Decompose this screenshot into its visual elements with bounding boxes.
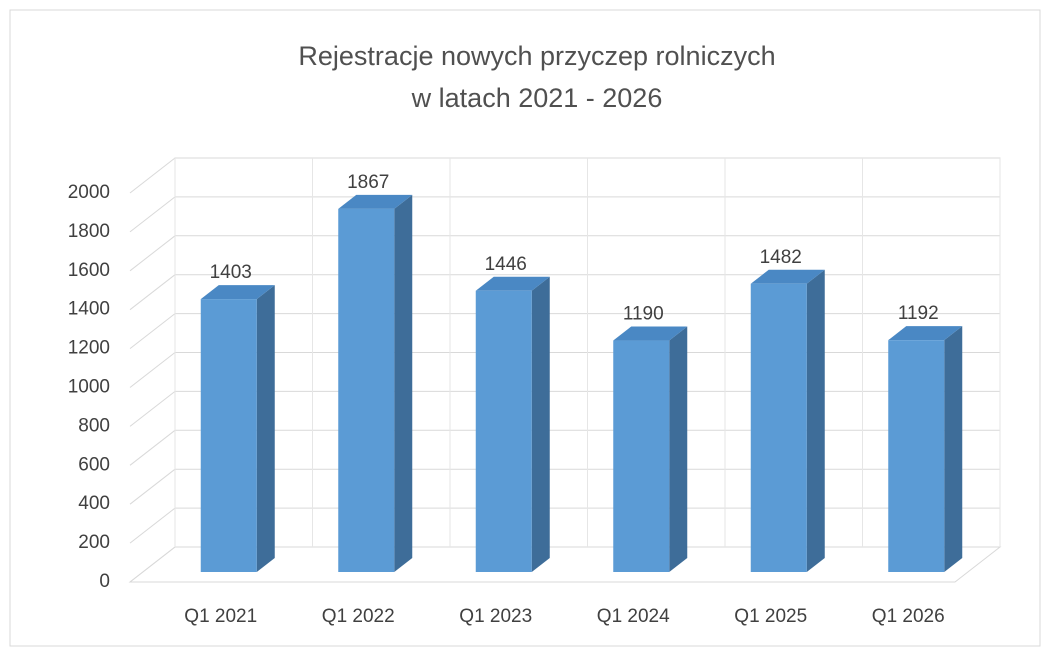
x-tick-label: Q1 2026 — [872, 606, 945, 627]
x-tick-label: Q1 2025 — [734, 606, 807, 627]
grid-line — [129, 313, 176, 349]
y-tick-label: 2000 — [68, 182, 110, 203]
grid-line — [129, 157, 176, 194]
data-label: 1446 — [485, 254, 527, 275]
chart-title: Rejestracje nowych przyczep rolniczych — [298, 41, 775, 71]
x-tick-label: Q1 2023 — [459, 606, 532, 627]
data-label: 1190 — [623, 304, 664, 325]
grid-line — [129, 196, 176, 233]
data-label: 1482 — [760, 247, 802, 268]
y-tick-label: 1800 — [68, 221, 110, 242]
y-tick-label: 0 — [99, 571, 110, 592]
bar-side — [944, 326, 963, 572]
bar — [888, 340, 945, 572]
bar — [338, 208, 395, 572]
grid-line — [129, 274, 176, 311]
bar — [475, 290, 532, 572]
bar-side — [669, 326, 688, 572]
bar-top — [888, 326, 963, 341]
x-tick-label: Q1 2022 — [322, 606, 395, 627]
y-tick-label: 1400 — [68, 299, 110, 320]
data-label: 1192 — [898, 303, 939, 324]
y-tick-label: 1000 — [68, 377, 110, 398]
grid-line — [129, 546, 176, 583]
y-tick-label: 400 — [78, 493, 110, 514]
bar-side — [256, 285, 275, 572]
bar-top — [338, 194, 413, 209]
bar-side — [806, 269, 825, 572]
bar-top — [613, 326, 688, 341]
y-tick-label: 800 — [78, 415, 110, 436]
x-tick-label: Q1 2021 — [184, 606, 257, 627]
grid-line — [129, 352, 176, 388]
grid-line — [129, 429, 176, 466]
y-tick-label: 1600 — [68, 260, 110, 281]
data-label: 1867 — [347, 172, 389, 193]
bar — [750, 283, 807, 572]
bar — [613, 340, 670, 572]
bar-side — [394, 194, 413, 572]
chart-title: w latach 2021 - 2026 — [411, 83, 663, 113]
x-tick-label: Q1 2024 — [597, 606, 670, 627]
bar-side — [531, 276, 550, 572]
bar-top — [750, 269, 825, 284]
grid-line — [129, 391, 176, 427]
bar-top — [475, 276, 550, 291]
y-tick-label: 600 — [78, 454, 110, 475]
grid-line — [129, 235, 176, 272]
y-tick-label: 1200 — [68, 338, 110, 359]
grid-line — [129, 507, 176, 544]
bar-top — [200, 285, 275, 300]
y-tick-label: 200 — [78, 532, 110, 553]
grid-line — [129, 468, 176, 505]
data-label: 1403 — [210, 262, 252, 283]
bar — [200, 299, 257, 572]
